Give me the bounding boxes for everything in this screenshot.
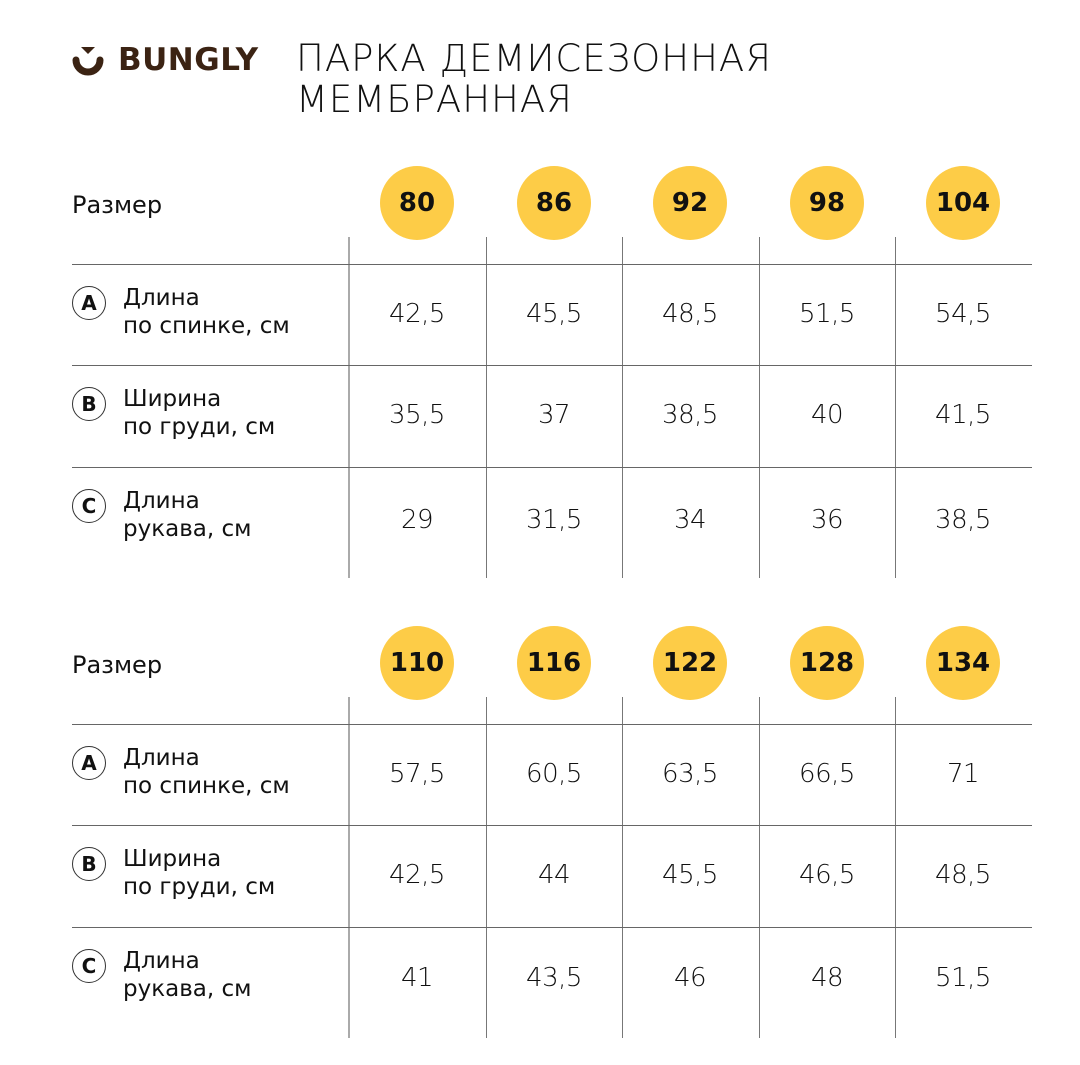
table-cell: 36	[810, 505, 844, 535]
row-label-sleeve-length: C Длина рукава, см	[72, 487, 251, 543]
label-line-2: рукава, см	[123, 976, 252, 1002]
label-line-1: Ширина	[123, 386, 222, 412]
letter-b-badge: B	[72, 847, 106, 881]
table-cell: 40	[810, 400, 844, 430]
row-label-chest-width: B Ширина по груди, см	[72, 845, 275, 901]
table-cell: 48,5	[662, 299, 718, 329]
row-divider	[72, 467, 1032, 468]
table-cell: 51,5	[935, 963, 991, 993]
letter-a-badge: A	[72, 746, 106, 780]
size-label: Размер	[72, 651, 163, 679]
size-badge: 122	[653, 626, 727, 700]
table-cell: 46,5	[799, 860, 855, 890]
label-line-1: Длина	[123, 948, 200, 974]
column-divider	[348, 237, 350, 578]
letter-c-badge: C	[72, 489, 106, 523]
table-cell: 46	[673, 963, 707, 993]
size-badge: 110	[380, 626, 454, 700]
table-cell: 44	[537, 860, 571, 890]
row-label-chest-width: B Ширина по груди, см	[72, 385, 275, 441]
size-label: Размер	[72, 191, 163, 219]
table-cell: 63,5	[662, 759, 718, 789]
label-line-1: Длина	[123, 488, 200, 514]
brand-logo: BUNGLY	[72, 40, 259, 80]
label-line-2: по груди, см	[123, 874, 276, 900]
size-badge: 134	[926, 626, 1000, 700]
label-line-2: по спинке, см	[123, 773, 290, 799]
letter-b-badge: B	[72, 387, 106, 421]
column-divider	[348, 697, 350, 1038]
brand-name: BUNGLY	[118, 42, 259, 78]
label-line-1: Длина	[123, 745, 200, 771]
column-divider	[895, 237, 896, 578]
size-badge: 104	[926, 166, 1000, 240]
column-divider	[759, 237, 760, 578]
letter-c-badge: C	[72, 949, 106, 983]
table-cell: 45,5	[662, 860, 718, 890]
title-line-1: ПАРКА ДЕМИСЕЗОННАЯ	[296, 37, 772, 80]
table-cell: 51,5	[799, 299, 855, 329]
title-line-2: МЕМБРАННАЯ	[296, 78, 573, 121]
table-cell: 43,5	[526, 963, 582, 993]
size-badge: 92	[653, 166, 727, 240]
table-cell: 34	[673, 505, 707, 535]
label-line-1: Ширина	[123, 846, 222, 872]
column-divider	[486, 697, 487, 1038]
label-line-2: по спинке, см	[123, 313, 290, 339]
label-line-2: по груди, см	[123, 414, 276, 440]
size-badge: 116	[517, 626, 591, 700]
row-divider	[72, 365, 1032, 366]
table-cell: 66,5	[799, 759, 855, 789]
table-cell: 45,5	[526, 299, 582, 329]
page-title: ПАРКА ДЕМИСЕЗОННАЯ МЕМБРАННАЯ	[296, 38, 772, 120]
bear-face-logo-icon	[72, 44, 104, 76]
table-cell: 41	[400, 963, 434, 993]
table-cell: 29	[400, 505, 434, 535]
table-cell: 48	[810, 963, 844, 993]
label-line-2: рукава, см	[123, 516, 252, 542]
row-divider	[72, 724, 1032, 725]
size-badge: 128	[790, 626, 864, 700]
column-divider	[622, 237, 623, 578]
table-cell: 42,5	[389, 299, 445, 329]
table-cell: 57,5	[389, 759, 445, 789]
row-label-length-back: A Длина по спинке, см	[72, 284, 290, 340]
table-cell: 31,5	[526, 505, 582, 535]
column-divider	[486, 237, 487, 578]
column-divider	[622, 697, 623, 1038]
table-cell: 41,5	[935, 400, 991, 430]
row-divider	[72, 927, 1032, 928]
size-badge: 98	[790, 166, 864, 240]
table-cell: 42,5	[389, 860, 445, 890]
size-badge: 80	[380, 166, 454, 240]
table-cell: 37	[537, 400, 571, 430]
row-divider	[72, 825, 1032, 826]
table-cell: 60,5	[526, 759, 582, 789]
label-line-1: Длина	[123, 285, 200, 311]
table-cell: 71	[946, 759, 980, 789]
letter-a-badge: A	[72, 286, 106, 320]
table-cell: 35,5	[389, 400, 445, 430]
size-badge: 86	[517, 166, 591, 240]
table-cell: 48,5	[935, 860, 991, 890]
table-cell: 38,5	[662, 400, 718, 430]
column-divider	[759, 697, 760, 1038]
row-label-length-back: A Длина по спинке, см	[72, 744, 290, 800]
row-label-sleeve-length: C Длина рукава, см	[72, 947, 251, 1003]
table-cell: 54,5	[935, 299, 991, 329]
column-divider	[895, 697, 896, 1038]
table-cell: 38,5	[935, 505, 991, 535]
row-divider	[72, 264, 1032, 265]
